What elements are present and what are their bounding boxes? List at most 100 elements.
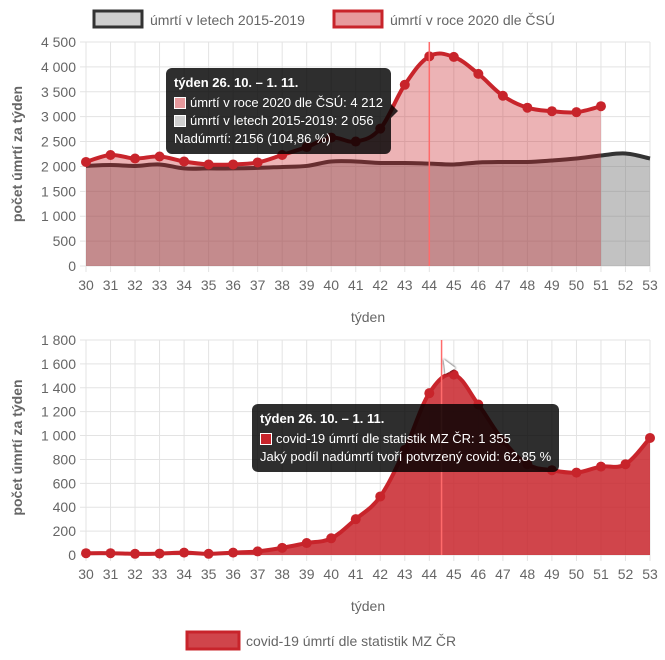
x-tick-label: 42 — [372, 566, 388, 582]
x-tick-label: 38 — [274, 566, 290, 582]
legend-label-covid[interactable]: covid-19 úmrtí dle statistik MZ ČR — [246, 633, 456, 649]
series-area-grey — [86, 153, 650, 266]
data-point-red — [571, 107, 582, 118]
x-tick-label: 32 — [127, 566, 143, 582]
top-legend[interactable]: úmrtí v letech 2015-2019 úmrtí v roce 20… — [92, 9, 555, 29]
x-tick-label: 44 — [422, 566, 438, 582]
data-point-covid — [81, 548, 91, 559]
data-point-covid — [252, 546, 263, 557]
x-tick-label: 45 — [446, 277, 462, 293]
data-point-red — [105, 149, 116, 160]
tooltip-swatch-2020 — [174, 97, 186, 109]
y-tick-label: 400 — [53, 499, 77, 515]
data-point-covid — [350, 514, 361, 525]
x-tick-label: 48 — [520, 277, 536, 293]
x-tick-label: 53 — [642, 566, 658, 582]
x-tick-label: 43 — [397, 277, 413, 293]
data-point-covid — [326, 533, 337, 544]
x-tick-label: 48 — [520, 566, 536, 582]
data-point-covid — [595, 461, 606, 472]
tooltip-line-covid: covid-19 úmrtí dle statistik MZ ČR: 1 35… — [276, 431, 511, 446]
data-point-red — [154, 151, 165, 162]
y-tick-label: 1 800 — [41, 332, 76, 348]
y-tick-label: 4 500 — [41, 34, 76, 50]
x-tick-label: 49 — [544, 277, 560, 293]
x-tick-label: 50 — [569, 566, 585, 582]
tooltip-line-2020: úmrtí v roce 2020 dle ČSÚ: 4 212 — [190, 95, 383, 110]
x-tick-label: 36 — [225, 566, 241, 582]
x-tick-label: 36 — [225, 277, 241, 293]
y-tick-label: 1 500 — [41, 183, 76, 199]
y-tick-label: 600 — [53, 475, 77, 491]
legend-label-2015-2019[interactable]: úmrtí v letech 2015-2019 — [150, 12, 305, 28]
x-tick-label: 47 — [495, 566, 511, 582]
y-tick-label: 500 — [53, 233, 77, 249]
x-tick-label: 53 — [642, 277, 658, 293]
x-tick-label: 35 — [201, 277, 217, 293]
series-area-covid — [86, 374, 650, 555]
y-tick-label: 200 — [53, 523, 77, 539]
x-tick-label: 52 — [618, 277, 634, 293]
x-tick-label: 34 — [176, 566, 192, 582]
data-point-red — [179, 156, 190, 167]
data-point-red — [448, 51, 459, 62]
data-point-red — [81, 156, 91, 167]
y-tick-label: 1 400 — [41, 380, 76, 396]
data-point-covid — [203, 548, 214, 559]
bottom-legend[interactable]: covid-19 úmrtí dle statistik MZ ČR — [185, 630, 456, 651]
x-tick-label: 40 — [323, 566, 339, 582]
y-axis-title: počet úmrtí za týden — [9, 86, 25, 222]
y-tick-label: 1 200 — [41, 404, 76, 420]
data-point-covid — [645, 432, 655, 443]
y-tick-label: 2 000 — [41, 158, 76, 174]
x-tick-label: 38 — [274, 277, 290, 293]
x-tick-label: 31 — [103, 277, 119, 293]
x-tick-label: 47 — [495, 277, 511, 293]
y-tick-label: 1 600 — [41, 356, 76, 372]
y-tick-label: 3 500 — [41, 84, 76, 100]
x-tick-label: 30 — [78, 277, 94, 293]
x-tick-label: 37 — [250, 277, 266, 293]
y-tick-label: 2 500 — [41, 134, 76, 150]
data-point-red — [252, 157, 263, 168]
legend-swatch-covid[interactable] — [185, 630, 241, 651]
tooltip-chart1: týden 26. 10. – 1. 11. úmrtí v roce 2020… — [166, 68, 398, 154]
tooltip-swatch-2015-2019 — [174, 115, 186, 127]
x-tick-label: 39 — [299, 277, 315, 293]
x-tick-label: 40 — [323, 277, 339, 293]
x-tick-label: 50 — [569, 277, 585, 293]
x-tick-label: 33 — [152, 566, 168, 582]
data-point-covid — [277, 542, 288, 553]
x-tick-label: 51 — [593, 277, 609, 293]
x-tick-label: 42 — [372, 277, 388, 293]
x-tick-label: 39 — [299, 566, 315, 582]
y-tick-label: 3 000 — [41, 109, 76, 125]
tooltip-line-excess: Nadúmrtí: 2156 (104,86 %) — [174, 131, 331, 146]
data-point-red — [497, 90, 508, 101]
y-tick-label: 1 000 — [41, 208, 76, 224]
data-point-red — [522, 102, 533, 113]
tooltip-title: týden 26. 10. – 1. 11. — [174, 75, 299, 90]
series-line-grey — [85, 151, 651, 171]
x-tick-label: 46 — [471, 566, 487, 582]
data-point-covid — [571, 467, 582, 478]
x-axis-title: týden — [351, 598, 385, 614]
data-point-covid — [424, 388, 435, 399]
data-point-covid — [620, 459, 631, 470]
x-tick-label: 49 — [544, 566, 560, 582]
x-tick-label: 35 — [201, 566, 217, 582]
legend-swatch-2015-2019[interactable] — [92, 9, 144, 29]
y-tick-label: 4 000 — [41, 59, 76, 75]
x-tick-label: 41 — [348, 277, 364, 293]
legend-swatch-2020[interactable] — [332, 9, 384, 29]
x-tick-label: 51 — [593, 566, 609, 582]
tooltip-swatch-covid — [260, 433, 272, 445]
y-tick-label: 1 000 — [41, 428, 76, 444]
data-point-red — [473, 68, 484, 79]
data-point-covid — [130, 548, 141, 559]
x-tick-label: 32 — [127, 277, 143, 293]
legend-label-2020[interactable]: úmrtí v roce 2020 dle ČSÚ — [390, 12, 555, 28]
y-tick-label: 0 — [68, 547, 76, 563]
chart-excess-deaths: 0 500 1 000 1 500 2 000 2 500 3 000 3 500 4 000 4… — [9, 34, 658, 325]
x-tick-label: 33 — [152, 277, 168, 293]
